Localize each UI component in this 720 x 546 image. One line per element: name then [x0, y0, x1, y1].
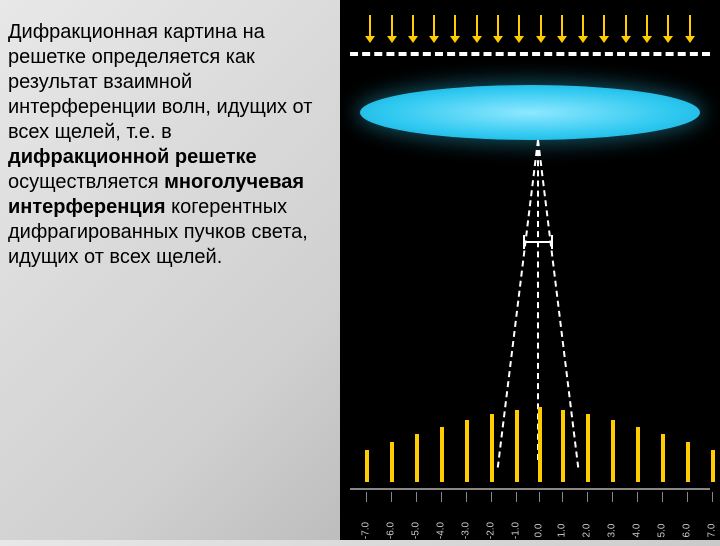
- intensity-peaks: [340, 407, 720, 482]
- axis-tick: [637, 492, 638, 502]
- axis-tick: [562, 492, 563, 502]
- axis-tick-label: 4.0: [632, 516, 643, 546]
- intensity-peak: [686, 442, 690, 482]
- axis-tick-label: 1.0: [557, 516, 568, 546]
- incident-arrow-icon: [412, 15, 414, 37]
- diffraction-diagram: -7.0-6.0-5.0-4.0-3.0-2.0-1.00.01.02.03.0…: [340, 0, 720, 540]
- axis-tick-label: -4.0: [436, 516, 447, 546]
- intensity-peak: [711, 450, 715, 482]
- width-marker: [523, 235, 553, 249]
- incident-arrow-icon: [518, 15, 520, 37]
- axis-tick: [491, 492, 492, 502]
- axis-tick: [441, 492, 442, 502]
- incident-arrow-icon: [476, 15, 478, 37]
- intensity-peak: [611, 420, 615, 482]
- incident-arrow-icon: [391, 15, 393, 37]
- incident-light-arrows: [340, 15, 720, 37]
- axis-tick-label: -7.0: [361, 516, 372, 546]
- incident-arrow-icon: [561, 15, 563, 37]
- incident-arrow-icon: [369, 15, 371, 37]
- axis-tick: [516, 492, 517, 502]
- axis-tick-label: 3.0: [607, 516, 618, 546]
- intensity-peak: [390, 442, 394, 482]
- intensity-peak: [561, 410, 565, 482]
- intensity-peak: [440, 427, 444, 482]
- incident-arrow-icon: [433, 15, 435, 37]
- incident-arrow-icon: [497, 15, 499, 37]
- intensity-peak: [636, 427, 640, 482]
- incident-arrow-icon: [454, 15, 456, 37]
- axis-tick-label: -5.0: [411, 516, 422, 546]
- axis-ticks: -7.0-6.0-5.0-4.0-3.0-2.0-1.00.01.02.03.0…: [340, 490, 720, 540]
- intensity-peak: [415, 434, 419, 482]
- bold-term-1: дифракционной решетке: [8, 146, 257, 168]
- axis-tick-label: -3.0: [461, 516, 472, 546]
- axis-tick: [366, 492, 367, 502]
- axis-tick: [662, 492, 663, 502]
- axis-tick: [466, 492, 467, 502]
- axis-tick-label: -6.0: [386, 516, 397, 546]
- intensity-peak: [465, 420, 469, 482]
- incident-arrow-icon: [625, 15, 627, 37]
- axis-tick-label: 6.0: [682, 516, 693, 546]
- axis-tick-label: 2.0: [582, 516, 593, 546]
- incident-arrow-icon: [582, 15, 584, 37]
- axis-tick: [687, 492, 688, 502]
- incident-arrow-icon: [667, 15, 669, 37]
- axis-tick-label: 0.0: [534, 516, 545, 546]
- incident-arrow-icon: [603, 15, 605, 37]
- intensity-peak: [515, 410, 519, 482]
- intensity-peak: [490, 414, 494, 482]
- intensity-peak: [586, 414, 590, 482]
- incident-arrow-icon: [646, 15, 648, 37]
- description-text: Дифракционная картина на решетке определ…: [8, 20, 338, 270]
- axis-tick: [587, 492, 588, 502]
- intensity-peak: [365, 450, 369, 482]
- lens-shape: [360, 85, 700, 140]
- axis-tick: [712, 492, 713, 502]
- intensity-peak: [661, 434, 665, 482]
- axis-tick: [391, 492, 392, 502]
- text-part-2: осуществляется: [8, 171, 164, 193]
- axis-tick-label: 5.0: [657, 516, 668, 546]
- axis-tick-label: 7.0: [707, 516, 718, 546]
- axis-tick: [539, 492, 540, 502]
- axis-tick: [612, 492, 613, 502]
- diffraction-grating: [350, 52, 710, 56]
- axis-tick-label: -2.0: [486, 516, 497, 546]
- text-part-1: Дифракционная картина на решетке определ…: [8, 21, 312, 143]
- intensity-peak: [538, 407, 542, 482]
- incident-arrow-icon: [540, 15, 542, 37]
- axis-tick-label: -1.0: [511, 516, 522, 546]
- axis-tick: [416, 492, 417, 502]
- incident-arrow-icon: [689, 15, 691, 37]
